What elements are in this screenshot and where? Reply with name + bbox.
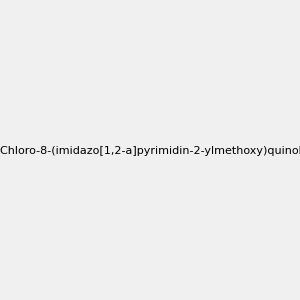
Text: 5-Chloro-8-(imidazo[1,2-a]pyrimidin-2-ylmethoxy)quinoline: 5-Chloro-8-(imidazo[1,2-a]pyrimidin-2-yl… xyxy=(0,146,300,157)
